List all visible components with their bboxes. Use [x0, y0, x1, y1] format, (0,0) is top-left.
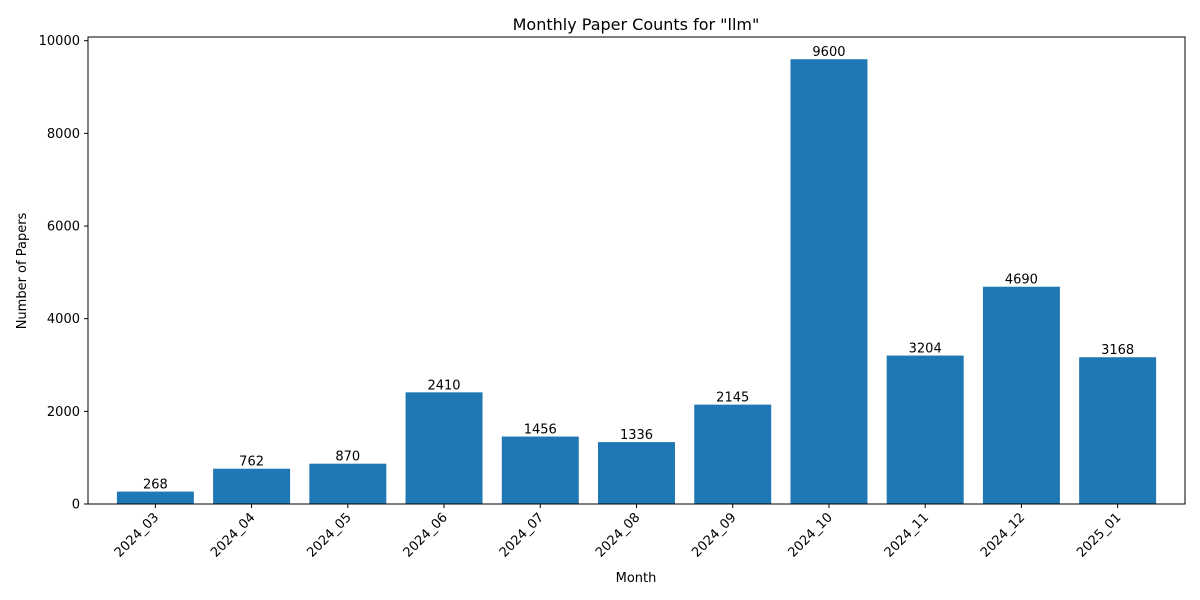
- bar-2024_07: [501, 436, 579, 504]
- plot-frame: [87, 36, 1186, 505]
- x-tick-label: 2024_11: [882, 510, 932, 560]
- bar-2024_09: [694, 404, 772, 504]
- chart-title: Monthly Paper Counts for "llm": [513, 15, 760, 34]
- bar-2025_01: [1079, 357, 1157, 504]
- bar-2024_12: [982, 286, 1060, 504]
- x-tick-label: 2024_06: [401, 510, 451, 560]
- bar-2024_11: [886, 355, 964, 504]
- bar-2024_04: [213, 468, 291, 504]
- data-label: 1456: [524, 423, 557, 438]
- data-label: 2410: [427, 378, 460, 393]
- x-tick-label: 2024_09: [689, 510, 739, 560]
- x-tick-label: 2024_07: [497, 510, 547, 560]
- bar-2024_10: [790, 59, 868, 504]
- y-tick-label: 8000: [47, 127, 80, 142]
- y-axis-label: Number of Papers: [15, 212, 30, 329]
- y-tick-label: 6000: [47, 220, 80, 235]
- x-axis-label: Month: [616, 571, 657, 586]
- data-label: 870: [335, 450, 360, 465]
- data-label: 2145: [716, 391, 749, 406]
- x-tick-label: 2025_01: [1074, 510, 1124, 560]
- data-label: 762: [239, 455, 264, 470]
- bar-2024_08: [598, 442, 675, 504]
- data-labels-layer: 268 762 870 2410 1456 1336 2145 9600 3204 4690 316…: [143, 45, 1134, 492]
- data-label: 4690: [1005, 273, 1038, 288]
- y-tick-label: 10000: [39, 34, 80, 49]
- data-label: 3204: [909, 342, 942, 357]
- bar-2024_06: [405, 392, 483, 504]
- data-label: 268: [143, 478, 168, 493]
- x-tick-label: 2024_12: [978, 510, 1028, 560]
- data-label: 1336: [620, 428, 653, 443]
- data-label: 3168: [1101, 343, 1134, 358]
- bar-2024_03: [116, 491, 194, 504]
- y-tick-label: 2000: [47, 405, 80, 420]
- y-tick-label: 0: [72, 498, 80, 513]
- x-tick-label: 2024_10: [785, 510, 835, 560]
- y-axis: 0 2000 4000 6000 8000 10000: [39, 34, 88, 513]
- bar-2024_05: [309, 463, 387, 504]
- x-tick-label: 2024_05: [304, 510, 354, 560]
- x-tick-label: 2024_08: [593, 510, 643, 560]
- x-axis: 2024_03 2024_04 2024_05 2024_06 2024_07 2024_…: [112, 504, 1124, 561]
- data-label: 9600: [812, 45, 845, 60]
- bars-layer: [116, 59, 1157, 504]
- y-tick-label: 4000: [47, 312, 80, 327]
- x-tick-label: 2024_04: [208, 510, 258, 560]
- x-tick-label: 2024_03: [112, 510, 162, 560]
